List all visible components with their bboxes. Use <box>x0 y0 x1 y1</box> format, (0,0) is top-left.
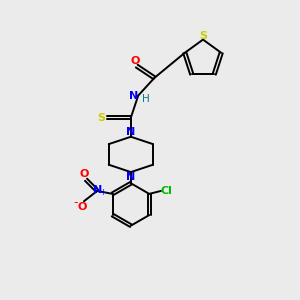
Text: -: - <box>74 196 78 209</box>
Text: N: N <box>93 185 102 195</box>
Text: Cl: Cl <box>161 186 173 196</box>
Text: +: + <box>99 188 106 197</box>
Text: O: O <box>80 169 89 179</box>
Text: O: O <box>78 202 87 212</box>
Text: N: N <box>126 127 136 137</box>
Text: N: N <box>126 172 136 182</box>
Text: S: S <box>199 31 207 41</box>
Text: O: O <box>130 56 140 66</box>
Text: H: H <box>142 94 149 104</box>
Text: S: S <box>97 112 105 123</box>
Text: N: N <box>129 91 138 100</box>
